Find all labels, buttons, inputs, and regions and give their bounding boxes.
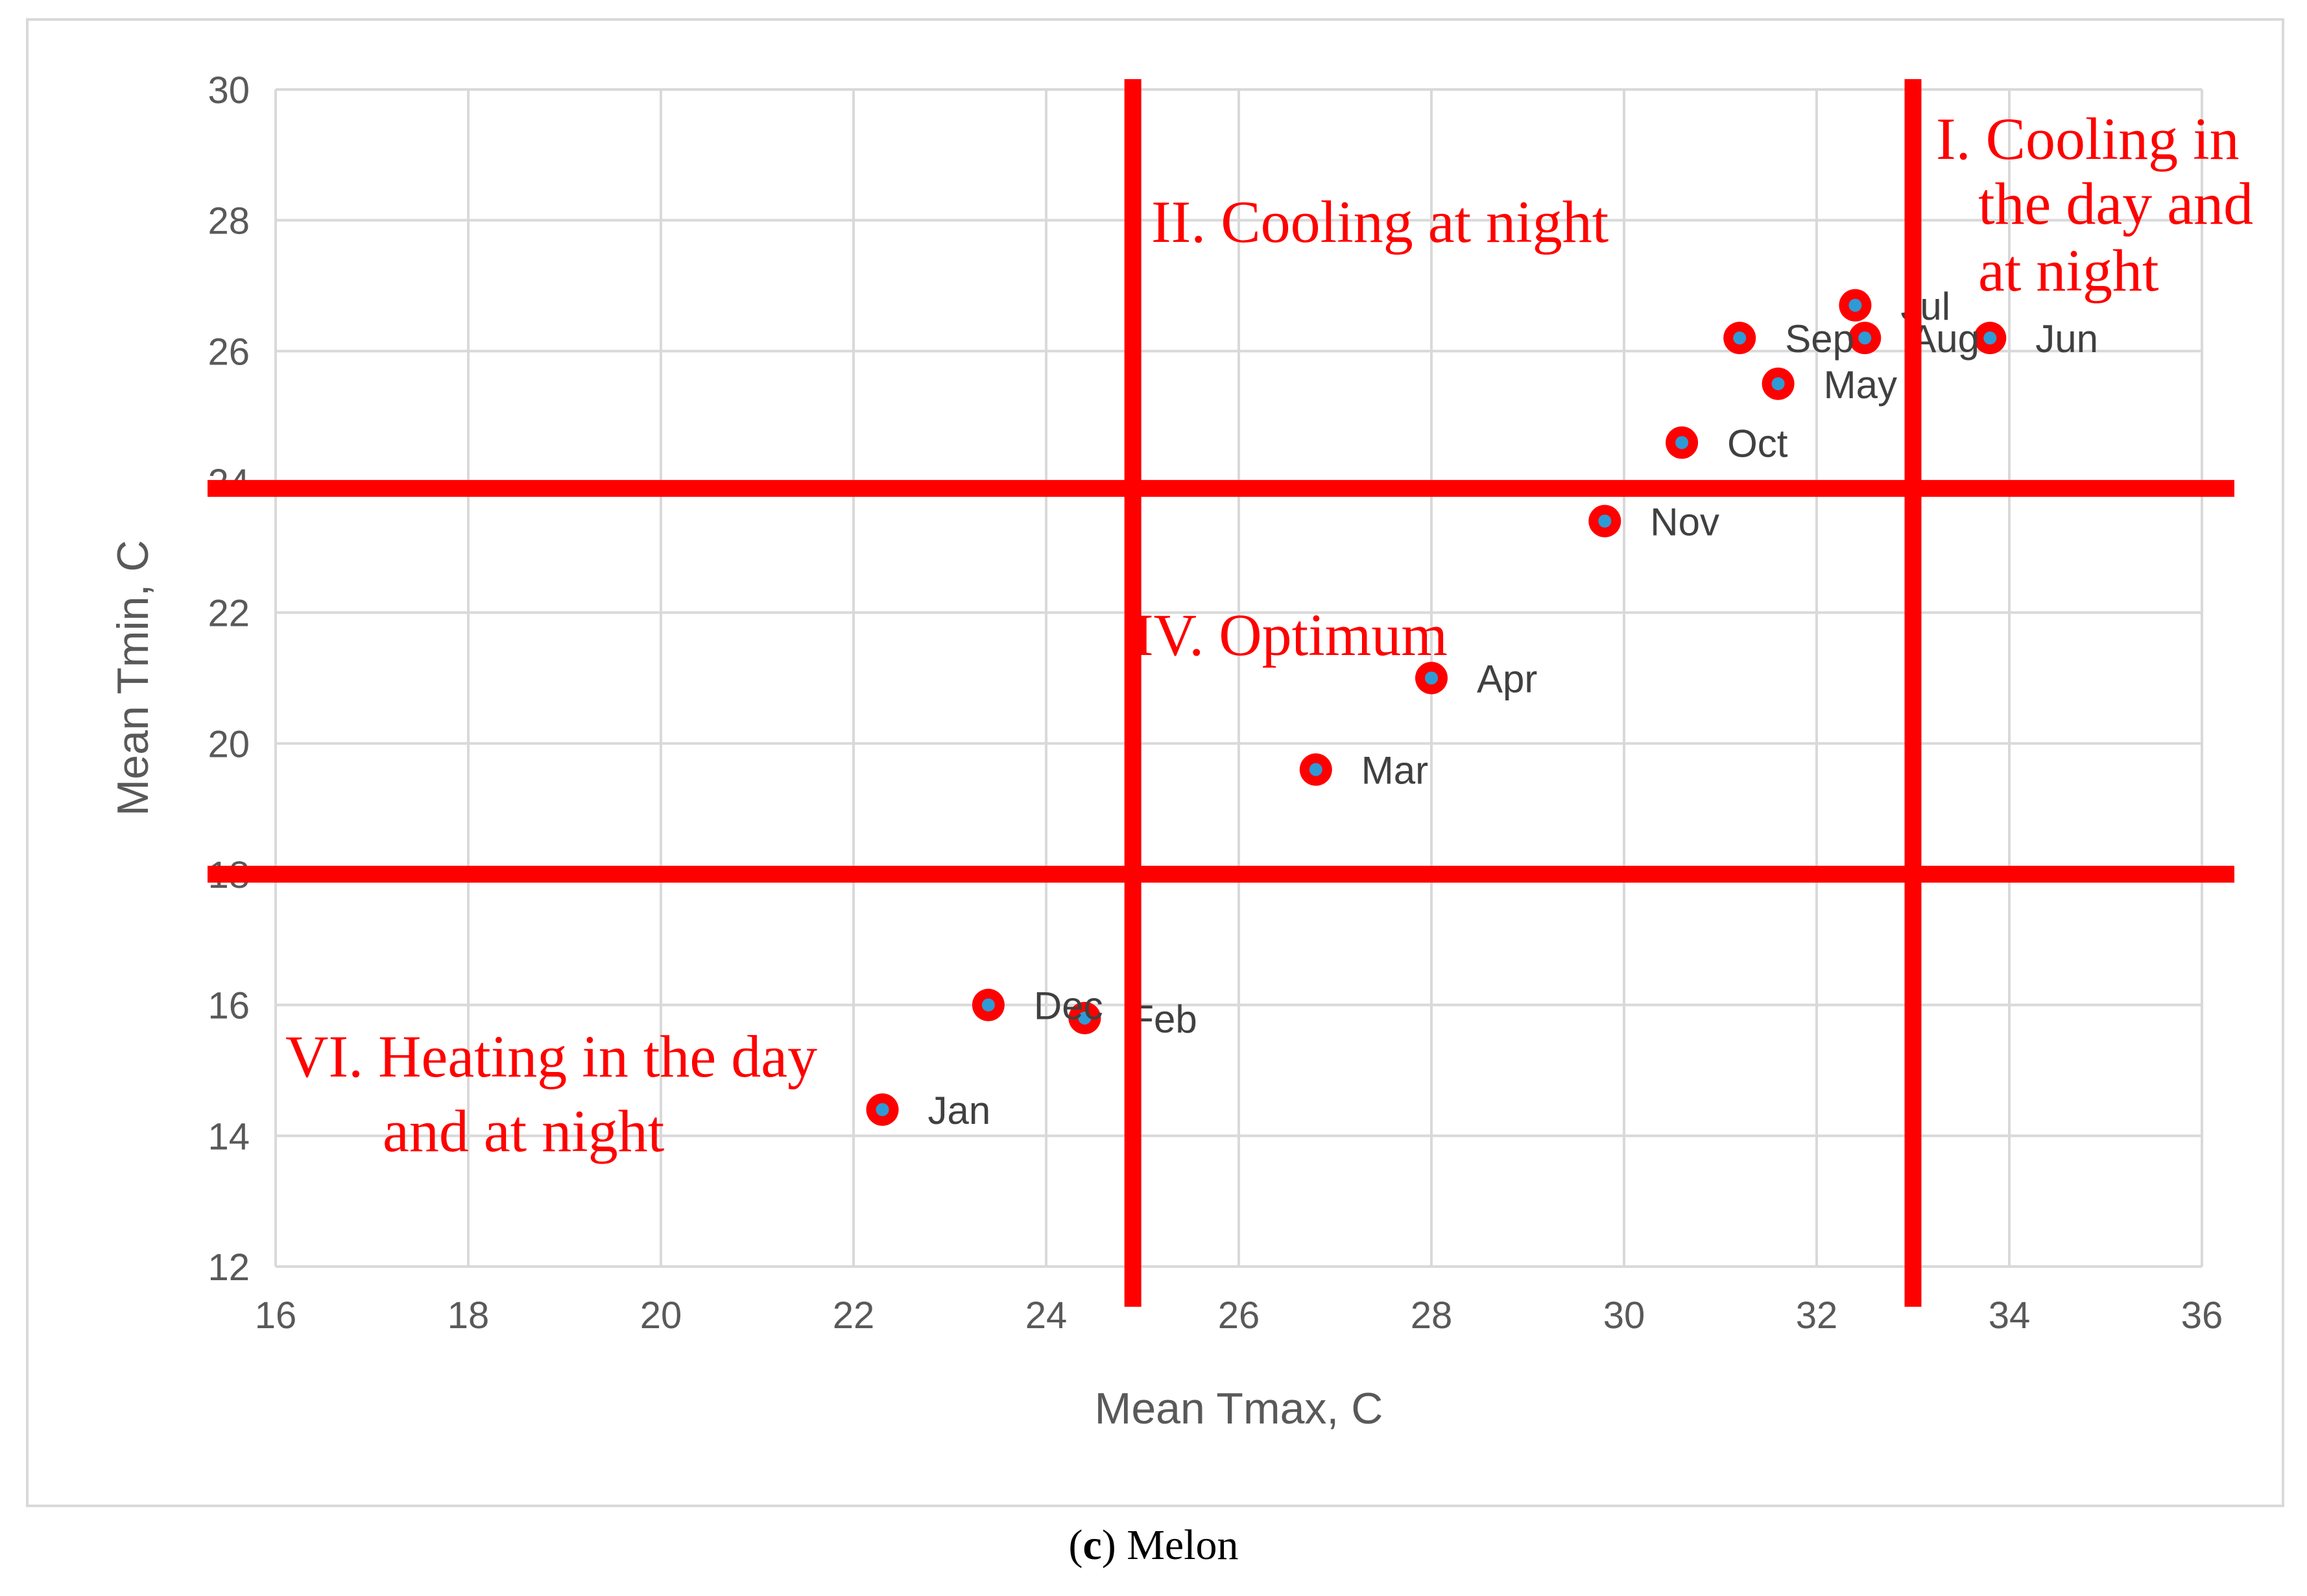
data-point-center <box>876 1103 889 1116</box>
y-tick-label: 20 <box>208 723 250 765</box>
x-tick-label: 24 <box>1025 1294 1068 1337</box>
data-point-label: Dec <box>1034 984 1103 1028</box>
data-point-center <box>1983 331 1997 345</box>
data-point-label: Aug <box>1910 317 1979 361</box>
data-point-center <box>1078 1011 1092 1025</box>
x-tick-label: 22 <box>833 1294 875 1337</box>
y-tick-label: 26 <box>208 331 250 373</box>
x-tick-label: 18 <box>448 1294 490 1337</box>
zone-label: II. Cooling at night <box>1151 189 1609 255</box>
x-tick-label: 28 <box>1411 1294 1453 1337</box>
y-tick-label: 14 <box>208 1115 250 1158</box>
x-axis-title: Mean Tmax, C <box>1095 1384 1383 1433</box>
data-point-label: Jun <box>2035 317 2098 361</box>
caption-panel-letter: c <box>1082 1521 1102 1569</box>
data-point-label: Apr <box>1477 658 1537 701</box>
data-point-center <box>1771 377 1785 390</box>
x-tick-label: 32 <box>1796 1294 1838 1337</box>
zone-label: IV. Optimum <box>1134 602 1448 668</box>
y-tick-label: 30 <box>208 69 250 112</box>
y-tick-label: 22 <box>208 593 250 635</box>
data-point-center <box>1675 436 1689 449</box>
x-tick-label: 26 <box>1218 1294 1260 1337</box>
x-tick-label: 34 <box>1989 1294 2031 1337</box>
data-point-label: Mar <box>1361 749 1428 792</box>
caption-text: Melon <box>1116 1521 1239 1569</box>
y-tick-label: 16 <box>208 985 250 1027</box>
x-tick-label: 16 <box>255 1294 297 1337</box>
zone-label: I. Cooling in <box>1936 106 2240 172</box>
x-tick-label: 36 <box>2181 1294 2223 1337</box>
y-tick-label: 12 <box>208 1246 250 1289</box>
data-point-center <box>1858 331 1872 345</box>
y-axis-title: Mean Tmin, C <box>108 540 158 816</box>
data-point-label: Sep <box>1785 317 1854 361</box>
data-point-center <box>1309 763 1322 776</box>
y-tick-label: 28 <box>208 200 250 243</box>
data-point-center <box>981 998 995 1012</box>
figure-caption: (c) Melon <box>1068 1521 1239 1569</box>
x-tick-label: 30 <box>1603 1294 1645 1337</box>
x-tick-label: 20 <box>640 1294 682 1337</box>
zone-label: the day and <box>1978 171 2253 237</box>
data-point-label: Jan <box>928 1089 991 1132</box>
data-point-label: Oct <box>1727 422 1788 466</box>
data-point-center <box>1848 298 1862 312</box>
data-point-center <box>1425 671 1438 685</box>
data-point-label: Nov <box>1650 501 1719 544</box>
data-point-center <box>1598 514 1612 528</box>
data-point-label: May <box>1824 363 1897 407</box>
zone-label: VI. Heating in the day <box>285 1023 817 1090</box>
data-point-center <box>1733 331 1747 345</box>
zone-label: at night <box>1978 237 2159 304</box>
zone-label: and at night <box>383 1098 665 1164</box>
